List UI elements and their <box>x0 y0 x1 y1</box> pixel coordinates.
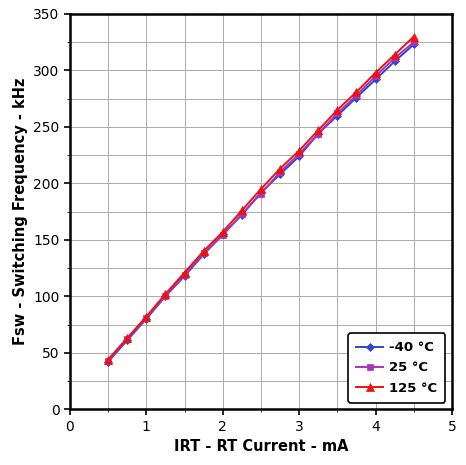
25 °C <box>105 358 111 364</box>
25 °C <box>373 73 378 79</box>
25 °C <box>124 336 130 342</box>
125 °C <box>296 148 302 153</box>
25 °C <box>411 40 417 45</box>
Y-axis label: Fsw - Switching Frequency - kHz: Fsw - Switching Frequency - kHz <box>13 78 27 345</box>
125 °C <box>124 335 130 341</box>
25 °C <box>220 232 226 238</box>
-40 °C <box>105 359 111 365</box>
-40 °C <box>239 212 245 218</box>
Line: 125 °C: 125 °C <box>104 33 418 363</box>
125 °C <box>105 357 111 362</box>
125 °C <box>277 166 283 172</box>
-40 °C <box>335 113 340 119</box>
125 °C <box>335 107 340 113</box>
-40 °C <box>392 59 397 64</box>
Line: -40 °C: -40 °C <box>105 41 417 365</box>
-40 °C <box>277 172 283 177</box>
-40 °C <box>354 95 359 100</box>
25 °C <box>392 55 397 61</box>
25 °C <box>277 169 283 175</box>
125 °C <box>373 70 378 75</box>
Line: 25 °C: 25 °C <box>105 39 417 364</box>
-40 °C <box>296 153 302 159</box>
-40 °C <box>144 316 149 322</box>
125 °C <box>315 127 321 133</box>
125 °C <box>201 248 206 254</box>
-40 °C <box>124 338 130 343</box>
-40 °C <box>163 293 168 299</box>
125 °C <box>182 270 187 275</box>
25 °C <box>201 251 206 256</box>
-40 °C <box>411 42 417 47</box>
25 °C <box>144 315 149 320</box>
Legend: -40 °C, 25 °C, 125 °C: -40 °C, 25 °C, 125 °C <box>349 333 445 403</box>
X-axis label: IRT - RT Current - mA: IRT - RT Current - mA <box>174 439 348 454</box>
-40 °C <box>220 232 226 237</box>
-40 °C <box>258 190 264 195</box>
-40 °C <box>201 252 206 257</box>
25 °C <box>239 211 245 217</box>
125 °C <box>220 229 226 235</box>
25 °C <box>182 272 187 278</box>
25 °C <box>296 151 302 157</box>
125 °C <box>144 314 149 319</box>
125 °C <box>239 208 245 213</box>
25 °C <box>335 111 340 116</box>
25 °C <box>315 131 321 136</box>
-40 °C <box>182 273 187 279</box>
25 °C <box>354 93 359 98</box>
125 °C <box>411 34 417 40</box>
25 °C <box>163 293 168 299</box>
125 °C <box>163 291 168 297</box>
-40 °C <box>373 77 378 82</box>
125 °C <box>392 52 397 57</box>
125 °C <box>258 186 264 192</box>
25 °C <box>258 191 264 196</box>
-40 °C <box>315 131 321 136</box>
125 °C <box>354 89 359 95</box>
